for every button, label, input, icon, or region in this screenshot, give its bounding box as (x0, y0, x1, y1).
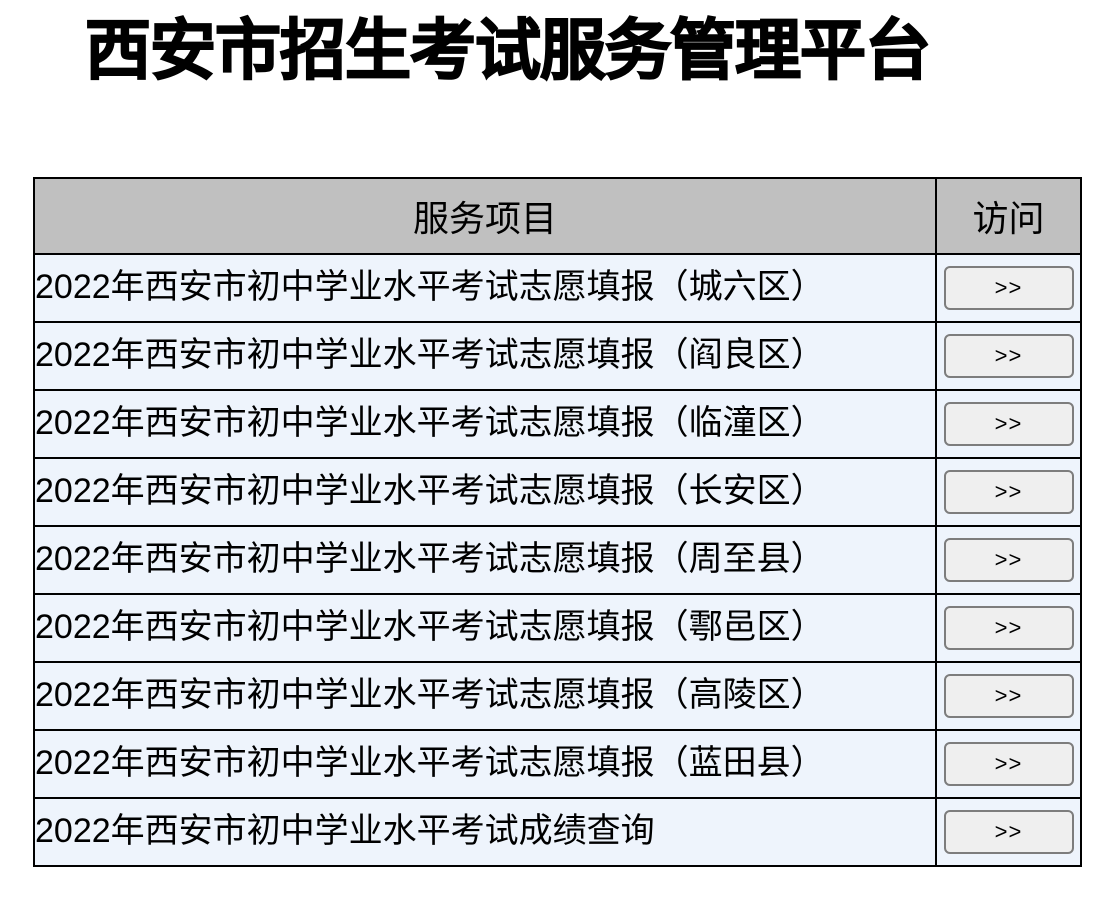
service-item-label: 2022年西安市初中学业水平考试志愿填报（长安区） (33, 457, 937, 527)
access-button[interactable]: >> (943, 266, 1074, 310)
service-item-label: 2022年西安市初中学业水平考试志愿填报（临潼区） (33, 389, 937, 459)
service-item-label: 2022年西安市初中学业水平考试志愿填报（阎良区） (33, 321, 937, 391)
table-row: 2022年西安市初中学业水平考试成绩查询 >> (33, 797, 1082, 867)
access-cell: >> (935, 797, 1082, 867)
access-button[interactable]: >> (943, 470, 1074, 514)
column-header-service-item: 服务项目 (33, 177, 937, 255)
access-cell: >> (935, 457, 1082, 527)
access-cell: >> (935, 389, 1082, 459)
access-cell: >> (935, 253, 1082, 323)
service-item-label: 2022年西安市初中学业水平考试志愿填报（鄠邑区） (33, 593, 937, 663)
table-header: 服务项目 访问 (33, 177, 1082, 255)
page-title: 西安市招生考试服务管理平台 (84, 12, 932, 88)
service-table-container: 服务项目 访问 2022年西安市初中学业水平考试志愿填报（城六区） >> 202… (33, 177, 1082, 867)
access-button[interactable]: >> (943, 742, 1074, 786)
service-item-label: 2022年西安市初中学业水平考试志愿填报（高陵区） (33, 661, 937, 731)
access-cell: >> (935, 729, 1082, 799)
table-row: 2022年西安市初中学业水平考试志愿填报（鄠邑区） >> (33, 593, 1082, 663)
table-row: 2022年西安市初中学业水平考试志愿填报（临潼区） >> (33, 389, 1082, 459)
access-button[interactable]: >> (943, 334, 1074, 378)
access-button[interactable]: >> (943, 402, 1074, 446)
access-button[interactable]: >> (943, 810, 1074, 854)
table-row: 2022年西安市初中学业水平考试志愿填报（阎良区） >> (33, 321, 1082, 391)
service-item-label: 2022年西安市初中学业水平考试志愿填报（城六区） (33, 253, 937, 323)
table-row: 2022年西安市初中学业水平考试志愿填报（城六区） >> (33, 253, 1082, 323)
access-button[interactable]: >> (943, 606, 1074, 650)
table-body: 2022年西安市初中学业水平考试志愿填报（城六区） >> 2022年西安市初中学… (33, 253, 1082, 867)
service-table: 服务项目 访问 2022年西安市初中学业水平考试志愿填报（城六区） >> 202… (33, 177, 1082, 867)
table-header-row: 服务项目 访问 (33, 177, 1082, 255)
access-button[interactable]: >> (943, 538, 1074, 582)
table-row: 2022年西安市初中学业水平考试志愿填报（蓝田县） >> (33, 729, 1082, 799)
access-cell: >> (935, 321, 1082, 391)
table-row: 2022年西安市初中学业水平考试志愿填报（长安区） >> (33, 457, 1082, 527)
service-item-label: 2022年西安市初中学业水平考试成绩查询 (33, 797, 937, 867)
access-button[interactable]: >> (943, 674, 1074, 718)
table-row: 2022年西安市初中学业水平考试志愿填报（周至县） >> (33, 525, 1082, 595)
access-cell: >> (935, 593, 1082, 663)
service-item-label: 2022年西安市初中学业水平考试志愿填报（蓝田县） (33, 729, 937, 799)
table-row: 2022年西安市初中学业水平考试志愿填报（高陵区） >> (33, 661, 1082, 731)
access-cell: >> (935, 661, 1082, 731)
column-header-access: 访问 (935, 177, 1082, 255)
access-cell: >> (935, 525, 1082, 595)
service-item-label: 2022年西安市初中学业水平考试志愿填报（周至县） (33, 525, 937, 595)
